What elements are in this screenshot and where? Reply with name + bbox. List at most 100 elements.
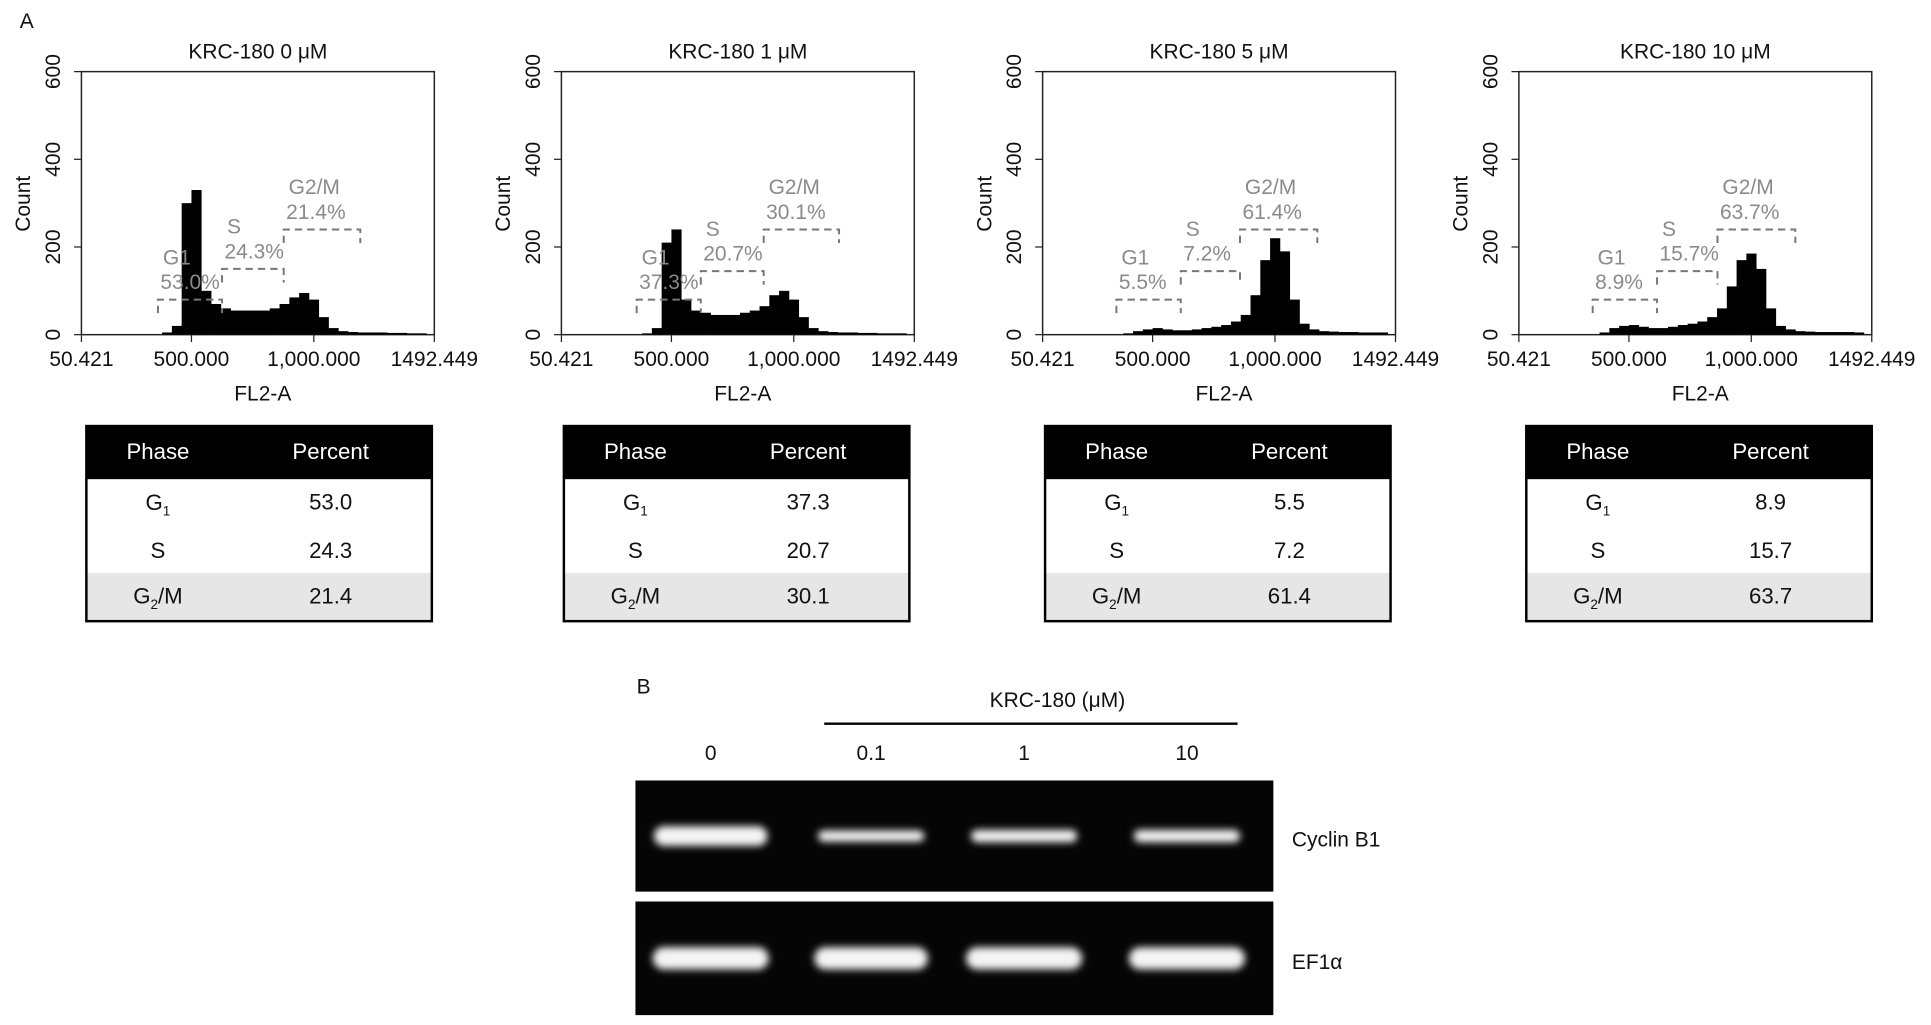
histogram-bar [279,303,290,335]
phase-cell: S [151,538,166,563]
table-header-bg [1526,426,1872,480]
phase: G [623,490,640,515]
phase-cell: S [1109,538,1124,563]
gate-bracket [1716,228,1797,244]
percent-cell: 30.1 [787,584,830,609]
x-tick-label: 500.000 [1115,348,1191,371]
gel-band [1133,829,1241,843]
percent-cell: 37.3 [787,490,830,515]
chart-title: KRC-180 0 μM [188,41,327,64]
histogram-bar [642,333,653,335]
histogram-bar [1628,325,1640,335]
histogram-bar [1299,323,1310,335]
histogram-bar [211,303,222,335]
y-tick-label: 200 [1479,229,1502,264]
histogram-bar [798,317,809,335]
gate-bracket [1591,298,1659,314]
phase: S [628,538,643,563]
histogram-bar [1609,328,1620,335]
histogram-bar [1240,314,1251,335]
histogram-bar [1746,253,1757,335]
percent-cell: 63.7 [1749,584,1792,609]
gate-name: S [1662,218,1676,241]
phase: G [146,490,163,515]
histogram-bar [318,317,329,335]
plot-frame [560,70,916,336]
lane-label: 0 [705,742,717,765]
table-header: Phase [1566,439,1629,464]
y-axis-label: Count [973,176,996,232]
x-tick-label: 50.421 [1487,348,1551,371]
x-tick-label: 500.000 [1591,348,1667,371]
histogram-bar [710,314,721,335]
plot-frame [80,70,436,336]
histogram-bar [847,332,858,335]
gate-label: 61.4% [1242,201,1301,224]
phase: S [1109,538,1124,563]
histogram-bar [1123,333,1134,335]
histogram-bar [1328,331,1339,335]
histogram-bar [671,229,682,335]
x-tick-label: 1,000.000 [747,348,840,371]
chart-title: KRC-180 10 μM [1620,41,1771,64]
histogram-bar [867,332,878,335]
histogram-bar [299,293,310,335]
band-label: EF1α [1292,951,1343,974]
x-axis-label: FL2-A [1672,383,1729,406]
histogram-bar [1736,260,1747,335]
percent-cell: 8.9 [1755,490,1786,515]
gate-label: 8.9% [1595,271,1643,294]
histogram-bar [1279,251,1291,335]
histogram-bar [1834,332,1845,335]
table-row-shade [1045,573,1391,622]
histogram-bar [1756,268,1767,335]
histogram-bar [201,290,212,335]
x-tick-label: 1492.449 [391,348,478,371]
histogram-bar [1697,321,1708,335]
table-frame [1043,424,1392,623]
gate-name: G2/M [769,176,820,199]
table-header-bg [563,426,910,480]
table-row-shade [563,573,910,622]
y-tick-label: 200 [1003,229,1026,264]
gate-bracket [1179,270,1241,285]
table-header: Percent [292,439,368,464]
phase-cell: G1 [1585,490,1610,518]
lane-label: 10 [1175,742,1198,765]
histogram-bar [1775,325,1786,335]
percent-cell: 21.4 [309,584,352,609]
y-tick-label: 600 [1479,54,1502,89]
gate-name: G1 [163,246,191,269]
table-header: Phase [126,439,189,464]
phase-subscript: 2 [1109,597,1117,612]
plot-frame [1518,70,1873,336]
histogram-bar [1377,332,1388,335]
gel-band [818,830,925,842]
histogram-bar [1765,308,1777,335]
phase-subscript: 1 [163,503,171,518]
table-header: Phase [1085,439,1148,464]
y-axis-label: Count [12,176,35,232]
x-tick-label: 50.421 [49,348,113,371]
phase-suffix: /M [1117,584,1142,609]
gate-name: G2/M [1722,176,1773,199]
phase-cell: G2/M [133,584,182,612]
phase-suffix: /M [158,584,183,609]
gel-band [653,826,768,846]
table-row-shade [1526,573,1872,622]
histogram-bar [162,332,173,335]
table-header: Percent [1732,439,1808,464]
phase-cell: G2/M [1573,584,1622,612]
phase-cell: G1 [146,490,171,518]
phase-cell: S [628,538,643,563]
phase-cell: G2/M [1092,584,1141,612]
y-tick-label: 0 [1003,329,1026,341]
histogram-bar [661,242,672,335]
histogram-bar [1221,325,1232,335]
gate-name: G1 [642,246,670,269]
percent-cell: 20.7 [787,538,830,563]
chart-title: KRC-180 5 μM [1150,41,1289,64]
y-tick-label: 200 [522,229,545,264]
histogram-bar [691,310,702,335]
